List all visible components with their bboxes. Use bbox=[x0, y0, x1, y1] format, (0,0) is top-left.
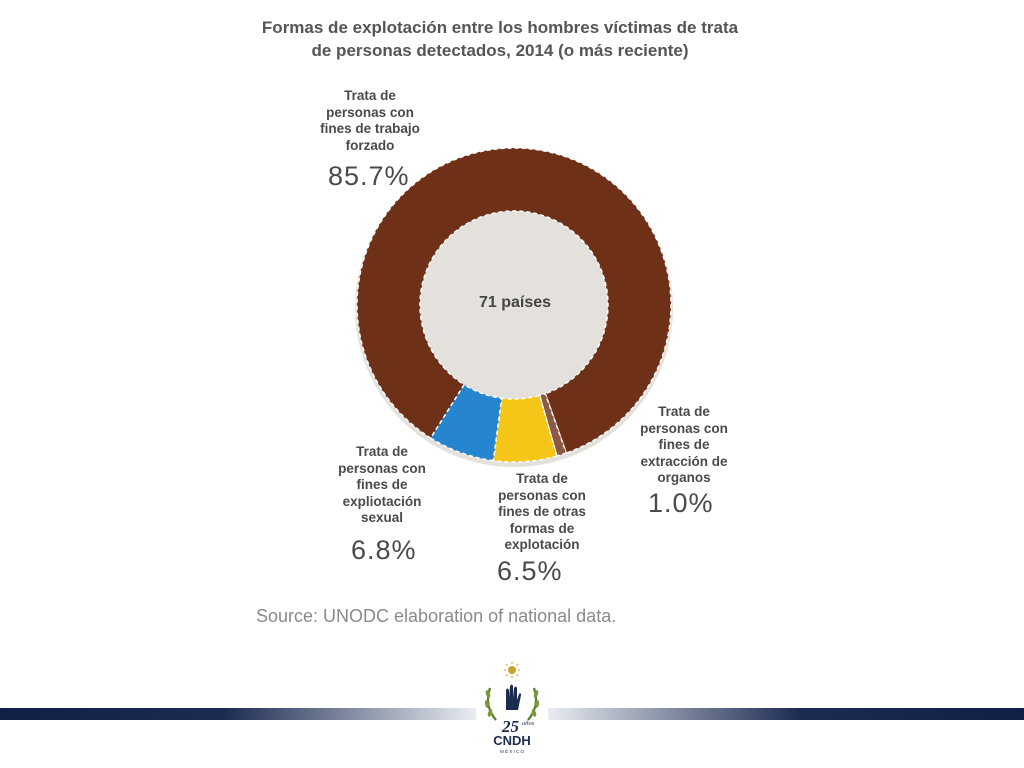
chart-title: Formas de explotación entre los hombres … bbox=[230, 16, 770, 62]
chart-title-line-2: de personas detectados, 2014 (o más reci… bbox=[311, 41, 689, 60]
slice-label-line: expliotación bbox=[342, 493, 422, 509]
slice-label-otras-formas: Trata de personas con fines de otras for… bbox=[472, 471, 612, 554]
slice-label-extraccion-organos: Trata de personas con fines de extracció… bbox=[618, 404, 750, 487]
donut-slice-trabajo-forzado bbox=[356, 147, 672, 455]
chart-source-note: Source: UNODC elaboration of national da… bbox=[256, 606, 617, 626]
slice-value-extraccion-organos: 1.0% bbox=[648, 488, 714, 518]
donut-slice-explotacion-sexual bbox=[429, 383, 503, 462]
slice-label-line: extracción de bbox=[640, 453, 728, 469]
logo-country: M É X I C O bbox=[500, 748, 525, 754]
slice-value-trabajo-forzado: 85.7% bbox=[328, 161, 410, 191]
cndh-logo: 25 años CNDH M É X I C O bbox=[476, 660, 548, 760]
slice-label-trabajo-forzado: Trata de personas con fines de trabajo f… bbox=[300, 88, 440, 154]
logo-anniversary-number: 25 bbox=[501, 717, 520, 736]
slice-label-line: Trata de bbox=[658, 404, 710, 419]
slice-label-explotacion-sexual: Trata de personas con fines de expliotac… bbox=[314, 444, 450, 527]
slice-label-line: fines de bbox=[356, 477, 408, 492]
slice-label-line: fines de trabajo bbox=[320, 121, 420, 136]
logo-name: CNDH bbox=[493, 733, 531, 748]
slice-label-line: formas de bbox=[509, 520, 575, 536]
slice-label-line: sexual bbox=[360, 510, 404, 525]
slice-label-line: forzado bbox=[345, 137, 395, 153]
slice-label-line: personas con bbox=[640, 420, 728, 436]
slice-label-line: personas con bbox=[326, 104, 414, 120]
slice-value-otras-formas: 6.5% bbox=[497, 556, 563, 586]
slice-value-explotacion-sexual: 6.8% bbox=[351, 535, 417, 565]
center-label: 71 países bbox=[478, 294, 552, 311]
slice-label-line: Trata de bbox=[516, 471, 568, 486]
slice-label-line: explotación bbox=[504, 537, 580, 552]
cndh-emblem-icon: 25 años CNDH M É X I C O bbox=[484, 662, 540, 754]
slice-label-line: fines de bbox=[658, 437, 710, 452]
slice-label-line: personas con bbox=[498, 487, 586, 503]
slice-label-line: organos bbox=[657, 470, 711, 485]
chart-title-line-1: Formas de explotación entre los hombres … bbox=[261, 18, 739, 37]
logo-anniversary-word: años bbox=[522, 720, 535, 727]
slice-label-line: fines de otras bbox=[498, 504, 586, 519]
slice-label-line: Trata de bbox=[356, 444, 408, 459]
slice-label-line: personas con bbox=[338, 460, 426, 476]
slice-label-line: Trata de bbox=[344, 88, 396, 103]
